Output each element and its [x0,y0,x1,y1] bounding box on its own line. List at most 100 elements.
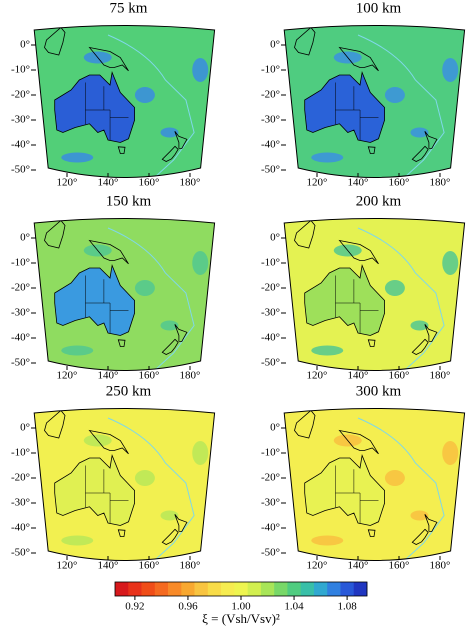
coastline [44,409,66,439]
lat-label: -20° [11,472,30,484]
state-border [335,275,379,333]
coastline [424,324,438,342]
anomaly [442,251,459,275]
plate-boundary [357,227,445,371]
lon-label: 120° [57,370,78,382]
coastline [174,131,188,149]
map-field [44,219,209,371]
map-field [294,219,459,371]
coastline [88,46,129,72]
lon-label: 120° [307,177,328,189]
lon-label: 120° [307,560,328,572]
anomaly [311,535,344,546]
coastline [304,264,385,336]
lon-label: 180° [180,177,201,189]
panel-title: 100 km [356,0,402,16]
lat-label: -20° [261,282,280,294]
lat-label: -50° [11,547,30,559]
continent-field [54,265,135,336]
coastline [304,454,385,526]
state-border [335,82,379,140]
anomaly [61,152,94,163]
lat-label: -30° [11,307,30,319]
map-field [294,26,459,178]
map-frame [283,408,466,561]
coastline [161,145,179,162]
coastline [294,219,316,249]
colorbar-segment [141,582,156,596]
lon-label: 140° [348,177,369,189]
map-frame [33,218,216,371]
lat-label: -50° [11,164,30,176]
lat-label: 0° [20,39,30,51]
anomaly [384,280,405,296]
coastline [338,239,379,265]
lat-label: 0° [20,422,30,434]
lon-label: 180° [430,560,451,572]
state-border [85,275,129,333]
coastline [174,514,188,532]
coastline [304,71,385,143]
plate-boundary [107,417,195,561]
coastline [294,409,316,439]
lat-label: -40° [11,522,30,534]
lat-label: -40° [261,332,280,344]
colorbar-segment [128,582,142,596]
colorbar-segment [353,582,368,596]
coastline [54,71,135,143]
coastline [88,239,129,265]
map-panel: 200 km 0° -10° -20° -30° -40° -50° 120° 140° 160°… [261,193,466,382]
colorbar-tick-label: 0.92 [125,601,144,613]
colorbar-segment [260,582,275,596]
plate-boundary [357,417,445,561]
lat-label: -20° [11,282,30,294]
lat-label: 0° [270,39,280,51]
anomaly [134,87,155,103]
coastline [161,528,179,545]
coastline [44,219,66,249]
lat-label: -50° [261,164,280,176]
coastline [117,146,126,154]
coastline [411,145,429,162]
colorbar-segment [287,582,301,596]
lat-label: -50° [11,357,30,369]
lat-label: -10° [261,447,280,459]
anomaly [192,251,209,275]
map-field [294,409,459,561]
anomaly [442,441,459,465]
coastline [411,528,429,545]
lat-label: -20° [11,89,30,101]
anomaly [384,470,405,486]
lat-label: -30° [261,307,280,319]
lat-label: -10° [261,257,280,269]
colorbar-segment [168,582,182,596]
anomaly [160,510,179,521]
lon-label: 160° [139,370,160,382]
lat-label: -10° [261,64,280,76]
map-frame [33,25,216,178]
map-frame [33,408,216,561]
map-panel: 100 km 0° -10° -20° -30° -40° -50° 120° 140° 160°… [261,0,466,189]
coastline [294,26,316,56]
colorbar-segment [234,582,248,596]
lat-label: -50° [261,547,280,559]
coastline [54,264,135,336]
map-panel: 250 km 0° -10° -20° -30° -40° -50° 120° 140° 160°… [11,383,216,572]
anomaly [160,127,179,138]
anomaly [311,152,344,163]
lat-label: -10° [11,257,30,269]
coastline [367,529,376,537]
colorbar-tick-label: 1.08 [337,601,357,613]
lat-label: -50° [261,357,280,369]
coastline [338,46,379,72]
lat-label: -40° [261,139,280,151]
anomaly [410,510,429,521]
lat-label: -30° [11,114,30,126]
lat-label: -40° [11,139,30,151]
anomaly [192,441,209,465]
lat-label: -20° [261,89,280,101]
lon-label: 180° [430,370,451,382]
colorbar-segment [154,582,169,596]
lat-label: 0° [20,232,30,244]
